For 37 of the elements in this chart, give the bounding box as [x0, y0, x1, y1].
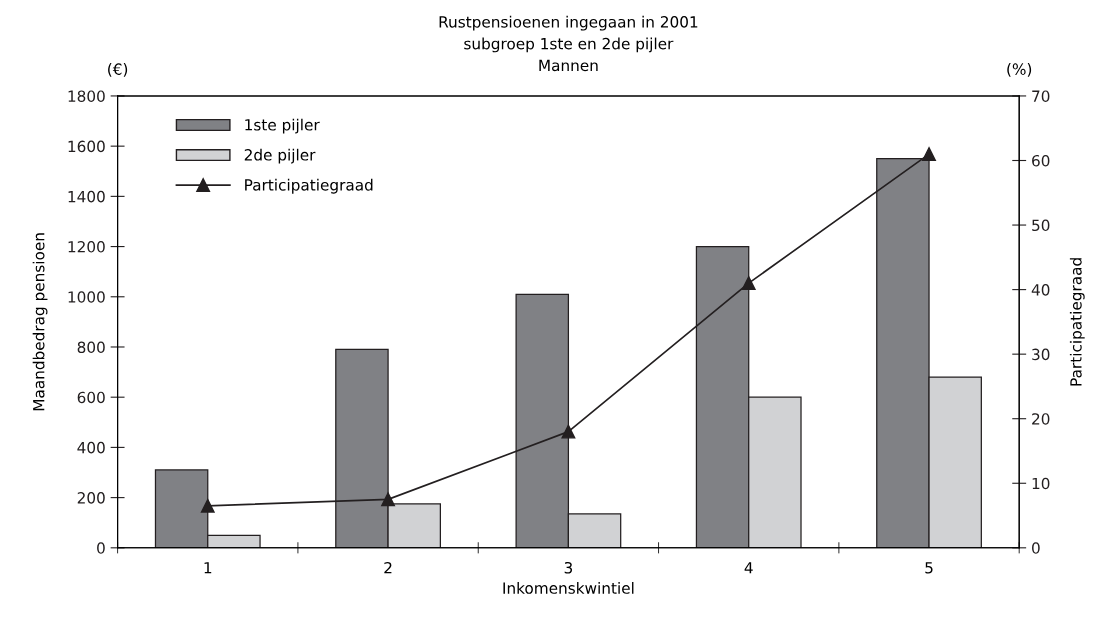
- x-tick-label: 5: [925, 562, 933, 574]
- y2-tick-label: 10: [1032, 477, 1050, 490]
- y2-tick-label: 20: [1032, 413, 1050, 425]
- y-tick-label: 600: [77, 391, 105, 404]
- point: [741, 276, 756, 291]
- y-tick-label: 400: [77, 441, 105, 454]
- point: [200, 498, 215, 513]
- y2-tick-label: 30: [1032, 348, 1050, 361]
- legend-label: Participatiegraad: [245, 178, 373, 194]
- y2-tick-label: 70: [1032, 90, 1050, 102]
- y-tick-label: 1000: [68, 291, 105, 303]
- y-tick-label: 800: [77, 341, 105, 354]
- text: (%): [1007, 63, 1032, 77]
- y-tick-label: 1800: [68, 90, 105, 102]
- x-tick-label: 4: [744, 562, 753, 574]
- y-tick-label: 1200: [68, 241, 105, 253]
- x-tick-label: 2: [384, 561, 392, 574]
- point: [561, 424, 576, 439]
- legend-label: 2de pijler: [244, 148, 316, 164]
- y2-tick-label: 40: [1031, 284, 1050, 296]
- y-tick-label: 1400: [68, 190, 105, 203]
- x-tick-label: 1: [204, 562, 212, 574]
- y-tick-label: 1600: [68, 140, 105, 153]
- y2-tick-label: 60: [1032, 154, 1050, 167]
- y-axis-title: Maandbedrag pensioen: [32, 233, 48, 411]
- point: [922, 147, 936, 161]
- text: (€): [108, 63, 128, 77]
- x-axis-title: Inkomenskwintiel: [503, 582, 634, 594]
- legend-label: 1ste pijler: [245, 118, 320, 134]
- y2-tick-label: 0: [1032, 542, 1040, 554]
- y-tick-label: 0: [97, 542, 105, 554]
- chart-title: Rustpensioenen ingegaan in 2001 subgroep 1ste en 2de pijler Mannen: [439, 15, 698, 72]
- point: [381, 492, 396, 507]
- y-tick-label: 200: [77, 492, 105, 504]
- y2-tick-label: 50: [1032, 219, 1050, 232]
- y2-axis-title: Participatiegraad: [1069, 258, 1085, 386]
- x-tick-label: 3: [564, 561, 573, 574]
